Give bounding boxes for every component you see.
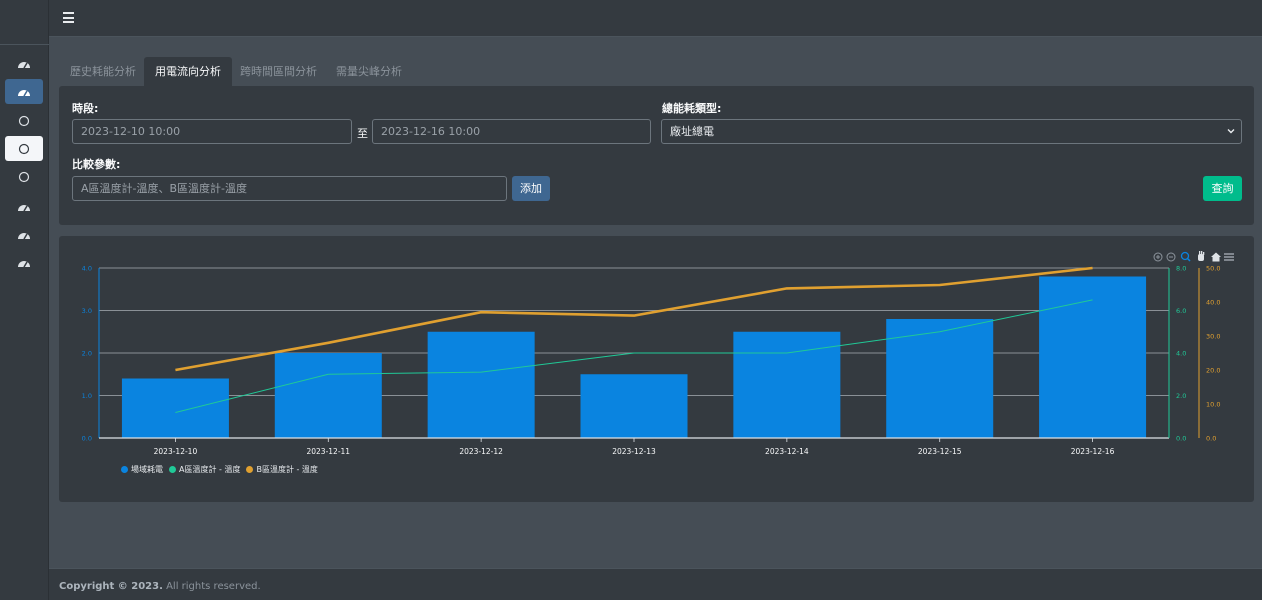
right-a-tick-label: 2.0: [1176, 392, 1186, 400]
sidebar-item-8[interactable]: [5, 250, 43, 275]
rights-text: All rights reserved.: [162, 581, 261, 592]
left-tick-label: 3.0: [82, 307, 92, 315]
left-tick-label: 4.0: [82, 265, 92, 273]
sidebar: [0, 0, 49, 600]
energy-type-select[interactable]: 廠址總電: [661, 119, 1242, 144]
menu-icon[interactable]: [1224, 253, 1234, 261]
sidebar-item-2[interactable]: [5, 79, 43, 104]
legend-item-power[interactable]: 場域耗電: [121, 464, 163, 475]
legend-dot-blue: [121, 466, 128, 473]
right-b-tick-label: 10.0: [1206, 401, 1220, 409]
x-tick-label: 2023-12-14: [765, 447, 809, 456]
combo-chart: 0.0 1.0 2.0 3.0 4.0 0.0 2.0 4.0 6.0 8.0 0.0 10.0 20.…: [82, 251, 1234, 457]
legend-item-temp-b[interactable]: B區溫度計 - 溫度: [246, 464, 318, 475]
left-tick-label: 2.0: [82, 350, 92, 358]
zoom-in-icon[interactable]: [1153, 252, 1163, 262]
right-b-tick-label: 0.0: [1206, 435, 1216, 443]
copyright-text: Copyright © 2023. All rights reserved.: [59, 581, 261, 592]
gauge-icon: [18, 61, 30, 68]
legend-label: B區溫度計 - 溫度: [256, 465, 318, 474]
legend-dot-green: [169, 466, 176, 473]
gauge-icon: [18, 204, 30, 211]
right-b-tick-label: 40.0: [1206, 299, 1220, 307]
bar: [274, 353, 382, 438]
circle-icon: [18, 115, 30, 126]
chart-toolbar: [1153, 251, 1234, 262]
pan-hand-icon[interactable]: [1198, 251, 1205, 261]
chart-legend: 場域耗電 A區溫度計 - 溫度 B區溫度計 - 溫度: [121, 464, 324, 475]
sidebar-item-1[interactable]: [5, 51, 43, 76]
x-tick-label: 2023-12-16: [1071, 447, 1115, 456]
bar: [1039, 276, 1147, 438]
gauge-icon: [18, 89, 30, 96]
x-tick-label: 2023-12-13: [612, 447, 656, 456]
sidebar-item-5[interactable]: [5, 164, 43, 189]
right-b-tick-label: 30.0: [1206, 333, 1220, 341]
hamburger-menu-icon[interactable]: [63, 12, 74, 23]
period-label: 時段:: [72, 102, 99, 115]
legend-dot-orange: [246, 466, 254, 473]
gauge-icon: [18, 260, 30, 267]
tab-demand-peak[interactable]: 需量尖峰分析: [336, 65, 402, 78]
energy-type-value: 廠址總電: [670, 125, 714, 138]
filter-card: 時段: 2023-12-10 10:00 至 2023-12-16 10:00 …: [59, 86, 1254, 225]
chevron-down-icon: [1227, 129, 1235, 134]
start-datetime-input[interactable]: 2023-12-10 10:00: [72, 119, 352, 144]
bar: [886, 319, 994, 438]
circle-icon: [18, 171, 30, 182]
x-tick-label: 2023-12-11: [306, 447, 350, 456]
right-a-tick-label: 0.0: [1176, 435, 1186, 443]
query-button[interactable]: 查詢: [1203, 176, 1242, 201]
x-tick-label: 2023-12-12: [459, 447, 503, 456]
compare-label: 比較參數:: [72, 158, 121, 171]
sidebar-item-6[interactable]: [5, 194, 43, 219]
tab-history-energy[interactable]: 歷史耗能分析: [70, 65, 136, 78]
top-navbar: [49, 0, 1262, 37]
sidebar-item-4[interactable]: [5, 136, 43, 161]
right-b-tick-label: 20.0: [1206, 367, 1220, 375]
zoom-select-icon[interactable]: [1180, 251, 1191, 262]
legend-label: 場域耗電: [131, 465, 163, 474]
right-a-tick-label: 4.0: [1176, 350, 1186, 358]
energy-type-label: 總能耗類型:: [662, 102, 722, 115]
sidebar-item-3[interactable]: [5, 108, 43, 133]
legend-item-temp-a[interactable]: A區溫度計 - 溫度: [169, 464, 240, 475]
chart-axes: 0.0 1.0 2.0 3.0 4.0 0.0 2.0 4.0 6.0 8.0 0.0 10.0 20.…: [82, 265, 1221, 457]
copyright-strong: Copyright © 2023.: [59, 581, 163, 592]
tab-cross-period[interactable]: 跨時間區間分析: [240, 65, 317, 78]
chart-card: 0.0 1.0 2.0 3.0 4.0 0.0 2.0 4.0 6.0 8.0 0.0 10.0 20.…: [59, 236, 1254, 502]
right-b-tick-label: 50.0: [1206, 265, 1220, 273]
gauge-icon: [18, 232, 30, 239]
line-series-layer: [175, 266, 1093, 413]
right-a-tick-label: 8.0: [1176, 265, 1186, 273]
legend-label: A區溫度計 - 溫度: [179, 465, 241, 474]
left-tick-label: 0.0: [82, 435, 92, 443]
bar-series-layer: [121, 276, 1147, 438]
bar: [733, 331, 841, 438]
sidebar-item-7[interactable]: [5, 222, 43, 247]
end-datetime-input[interactable]: 2023-12-16 10:00: [372, 119, 651, 144]
zoom-out-icon[interactable]: [1166, 252, 1176, 262]
reset-home-icon[interactable]: [1211, 252, 1221, 262]
bar: [427, 331, 535, 438]
bar: [580, 374, 688, 438]
to-separator: 至: [357, 127, 368, 140]
circle-icon: [18, 143, 30, 154]
footer: Copyright © 2023. All rights reserved.: [49, 568, 1262, 600]
sidebar-divider: [0, 44, 49, 45]
right-a-tick-label: 6.0: [1176, 307, 1186, 315]
compare-params-input[interactable]: A區溫度計-溫度、B區溫度計-溫度: [72, 176, 507, 201]
add-button[interactable]: 添加: [512, 176, 550, 201]
series-line: [175, 299, 1093, 413]
tab-power-flow[interactable]: 用電流向分析: [144, 57, 232, 86]
left-tick-label: 1.0: [82, 392, 92, 400]
x-tick-label: 2023-12-10: [154, 447, 198, 456]
x-tick-label: 2023-12-15: [918, 447, 962, 456]
series-line: [175, 266, 1093, 372]
bar: [121, 378, 229, 438]
